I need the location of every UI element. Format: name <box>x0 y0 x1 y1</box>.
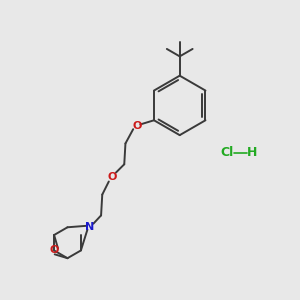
Text: O: O <box>50 245 59 256</box>
Text: N: N <box>85 222 94 232</box>
Text: O: O <box>107 172 116 182</box>
Text: Cl: Cl <box>221 146 234 160</box>
Text: H: H <box>248 146 258 160</box>
Text: O: O <box>132 121 141 130</box>
